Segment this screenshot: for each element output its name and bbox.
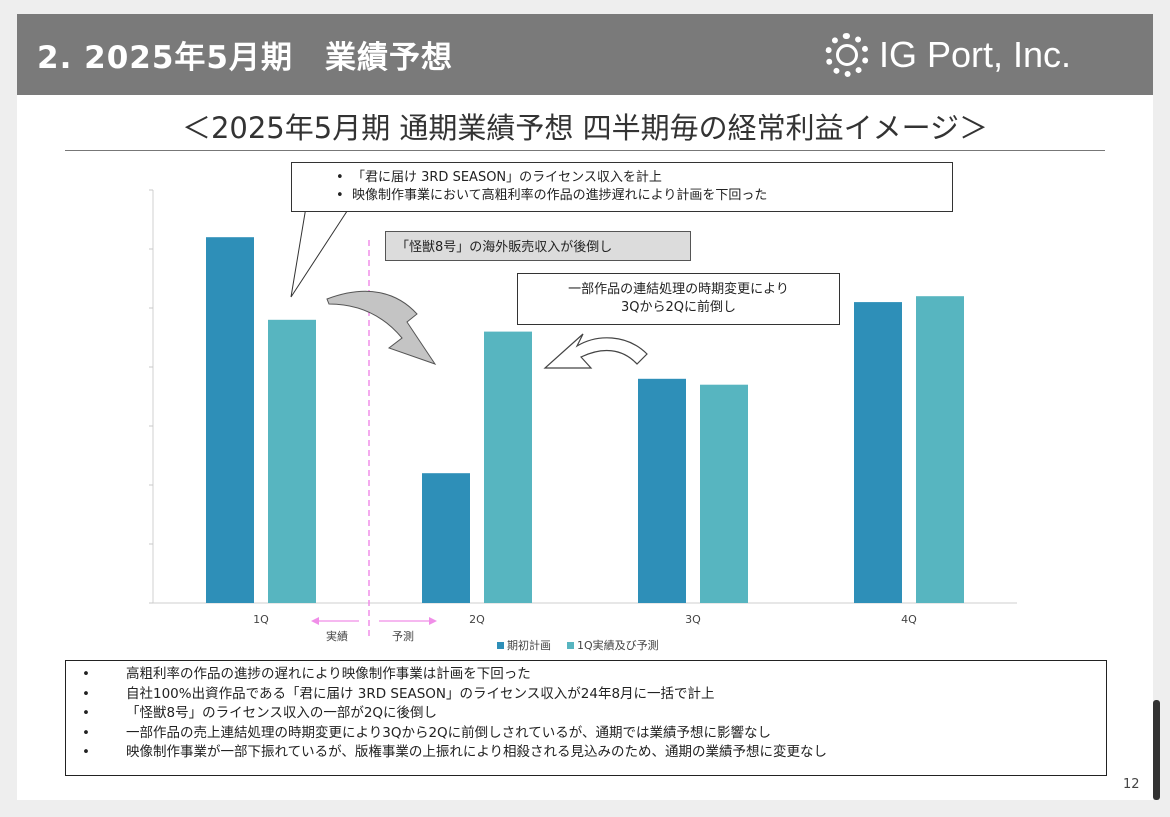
scrollbar-thumb[interactable] xyxy=(1153,700,1160,800)
forecast-arrow-head xyxy=(429,617,437,625)
shift-arrow-3q-to-2q xyxy=(543,333,648,369)
legend-label: 期初計画 xyxy=(507,638,551,652)
note-item: 映像制作事業が一部下振れているが、版権事業の上振れにより相殺される見込みのため、… xyxy=(82,743,1106,763)
page-title: 2. 2025年5月期 業績予想 xyxy=(37,40,453,76)
bar-4Q-series-1 xyxy=(854,302,902,603)
x-tick-label: 4Q xyxy=(901,613,917,626)
legend-swatch-series-1 xyxy=(497,642,504,649)
actual-arrow-head xyxy=(311,617,319,625)
shift-arrow-1q-to-2q xyxy=(326,290,437,365)
legend-label: 1Q実績及び予測 xyxy=(577,638,659,652)
note-item: 「怪獣8号」のライセンス収入の一部が2Qに後倒し xyxy=(82,704,1106,724)
x-tick-label: 3Q xyxy=(685,613,701,626)
company-name: IG Port, Inc. xyxy=(879,34,1072,75)
notes-box: 高粗利率の作品の進捗の遅れにより映像制作事業は計画を下回った 自社100%出資作… xyxy=(65,660,1107,776)
callout-arrows xyxy=(290,164,648,369)
callout3-line: 3Qから2Qに前倒し xyxy=(620,300,736,315)
bar-2Q-series-1 xyxy=(422,473,470,603)
callout-1q-explanation: 「君に届け 3RD SEASON」のライセンス収入を計上 映像制作事業において高… xyxy=(291,162,953,212)
callout-kaiju-shift: 「怪獣8号」の海外販売収入が後倒し xyxy=(385,231,691,261)
callout1-line: 「君に届け 3RD SEASON」のライセンス収入を計上 xyxy=(336,169,952,187)
header-bar: 2. 2025年5月期 業績予想 IG Port, Inc. xyxy=(17,14,1153,95)
callout-3q-to-2q: 一部作品の連結処理の時期変更により 3Qから2Qに前倒し xyxy=(517,273,840,325)
company-logo-icon xyxy=(825,33,869,77)
x-tick-label: 1Q xyxy=(253,613,269,626)
page-number: 12 xyxy=(1123,777,1140,792)
bar-3Q-series-2 xyxy=(700,384,748,603)
bar-3Q-series-1 xyxy=(638,378,686,603)
chart-subtitle: ＜2025年5月期 通期業績予想 四半期毎の経常利益イメージ＞ xyxy=(181,111,989,145)
note-item: 自社100%出資作品である「君に届け 3RD SEASON」のライセンス収入が2… xyxy=(82,685,1106,705)
actual-period-label: 実績 xyxy=(326,629,348,643)
bar-4Q-series-2 xyxy=(916,296,964,603)
callout1-line: 映像制作事業において高粗利率の作品の進捗遅れにより計画を下回った xyxy=(336,187,952,205)
note-item: 高粗利率の作品の進捗の遅れにより映像制作事業は計画を下回った xyxy=(82,665,1106,685)
x-tick-label: 2Q xyxy=(469,613,485,626)
note-item: 一部作品の売上連結処理の時期変更により3Qから2Qに前倒しされているが、通期では… xyxy=(82,724,1106,744)
slide: 2. 2025年5月期 業績予想 IG Port, Inc. ＜2025年5月期… xyxy=(17,14,1153,800)
subtitle-divider xyxy=(65,150,1105,151)
callout3-line: 一部作品の連結処理の時期変更により xyxy=(568,282,789,297)
bar-1Q-series-2 xyxy=(268,319,316,603)
legend-swatch-series-2 xyxy=(567,642,574,649)
forecast-period-label: 予測 xyxy=(392,629,414,643)
bar-2Q-series-2 xyxy=(484,331,532,603)
bar-1Q-series-1 xyxy=(206,237,254,603)
